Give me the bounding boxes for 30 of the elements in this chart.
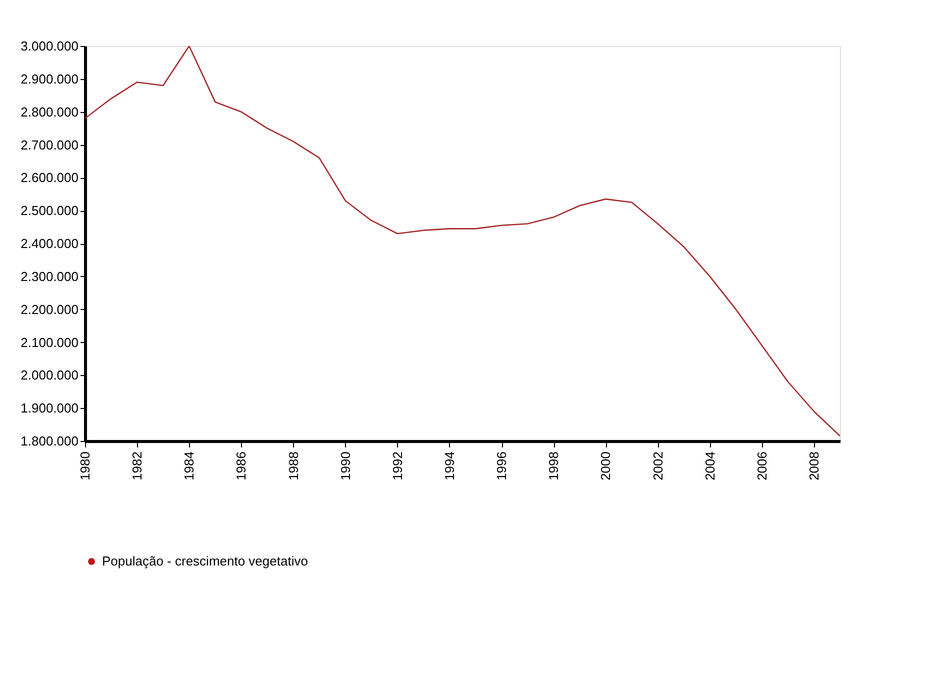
y-tick-label: 2.200.000 (20, 302, 78, 317)
legend-label: População - crescimento vegetativo (102, 554, 308, 568)
y-tick-label: 2.900.000 (20, 71, 78, 86)
x-tick-label: 2008 (806, 452, 822, 480)
x-tick-label: 1982 (130, 452, 145, 480)
x-tick-label: 1980 (78, 452, 92, 480)
x-tick-label: 1998 (546, 452, 562, 480)
y-tick-label: 1.900.000 (20, 400, 78, 416)
y-tick-label: 2.600.000 (20, 170, 78, 186)
y-tick-label: 2.000.000 (20, 368, 78, 383)
x-tick-label: 1992 (390, 452, 405, 480)
x-tick-label: 1986 (234, 452, 249, 480)
y-tick-label: 2.300.000 (20, 268, 78, 284)
x-tick-label: 1990 (338, 452, 353, 480)
y-tick-label: 3.000.000 (20, 38, 78, 54)
y-tick-label: 2.400.000 (20, 236, 78, 251)
y-tick-label: 2.100.000 (20, 334, 78, 350)
x-tick-label: 2000 (598, 452, 614, 480)
x-tick-label: 1988 (286, 452, 301, 480)
y-tick-label: 2.800.000 (20, 104, 78, 120)
x-tick-label: 1984 (182, 452, 197, 480)
x-tick-label: 2004 (702, 452, 718, 480)
y-tick-label: 1.800.000 (20, 434, 78, 448)
x-tick-label: 2002 (650, 452, 666, 480)
y-tick-label: 2.700.000 (20, 137, 78, 152)
x-tick-label: 1996 (494, 452, 510, 480)
x-tick-label: 2006 (754, 452, 770, 480)
y-tick-label: 2.500.000 (20, 203, 78, 218)
line-series (85, 46, 840, 437)
x-tick-label: 1994 (442, 452, 457, 480)
